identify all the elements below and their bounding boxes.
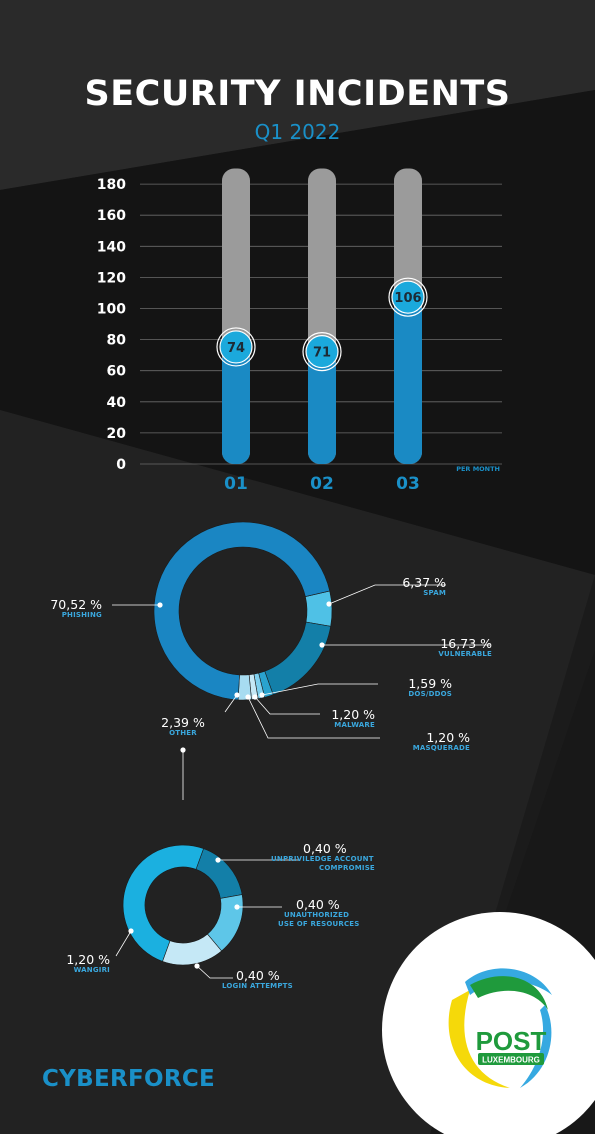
label-spam-value: 6,37 %: [402, 575, 446, 590]
label-unauth-name-2: USE OF RESOURCES: [278, 920, 360, 928]
logo-backdrop-circle: [382, 912, 595, 1134]
y-tick-label: 60: [107, 364, 127, 380]
label-malware: 1,20 % MALWARE: [300, 708, 375, 730]
y-tick-label: 80: [107, 333, 127, 349]
page-title: SECURITY INCIDENTS: [84, 74, 511, 114]
logo-green-arc: [470, 976, 548, 1010]
label-dos: 1,59 % DOS/DDOS: [380, 677, 452, 699]
bar: [308, 353, 336, 464]
label-spam-name: SPAM: [423, 589, 446, 597]
masquerade-dot: [245, 694, 251, 700]
other-connector-dot: [180, 747, 186, 753]
bar: [222, 348, 250, 464]
label-other: 2,39 % OTHER: [148, 716, 218, 738]
phishing-dot: [157, 602, 163, 608]
label-vulnerable-value: 16,73 %: [440, 636, 492, 651]
value-circle: [219, 330, 253, 364]
value-ring: [388, 277, 428, 317]
donut-chart-other: [115, 844, 300, 979]
label-login-value: 0,40 %: [236, 968, 280, 983]
vulnerable-dot: [319, 642, 325, 648]
brand-cyberforce: CYBERFORCE: [42, 1066, 216, 1092]
malware-leader: [254, 696, 320, 715]
malware-dot: [252, 694, 258, 700]
bar-value-label: 74: [227, 341, 245, 356]
wangiri-leader: [115, 930, 132, 957]
unauth-dot: [234, 904, 240, 910]
label-malware-name: MALWARE: [334, 721, 375, 729]
label-login-name: LOGIN ATTEMPTS: [222, 982, 293, 990]
label-dos-name: DOS/DDOS: [408, 690, 452, 698]
y-tick-label: 20: [107, 426, 127, 442]
label-spam: 6,37 % SPAM: [366, 576, 446, 598]
other-dot: [234, 692, 240, 698]
label-login: 0,40 % LOGIN ATTEMPTS: [222, 969, 322, 991]
wangiri-dot: [128, 928, 134, 934]
label-unpriv-name-1: UNPRIVILEDGE ACCOUNT: [271, 855, 374, 863]
label-vulnerable: 16,73 % VULNERABLE: [400, 637, 492, 659]
label-unpriv-value: 0,40 %: [303, 841, 347, 856]
label-masquerade-value: 1,20 %: [426, 730, 470, 745]
y-tick-label: 140: [97, 239, 126, 255]
value-ring: [216, 327, 256, 367]
label-vulnerable-name: VULNERABLE: [438, 650, 492, 658]
label-masquerade: 1,20 % MASQUERADE: [380, 731, 470, 753]
logo-yellow-arc: [448, 990, 510, 1088]
label-other-name: OTHER: [169, 729, 197, 737]
label-unpriv: 0,40 % UNPRIVILEDGE ACCOUNT COMPROMISE: [271, 842, 391, 873]
y-tick-label: 100: [97, 302, 126, 318]
label-other-value: 2,39 %: [161, 715, 205, 730]
bar-chart: 0 20 40 60 80 100 120 140 160 180 74 01 71 02 106 03 PER…: [97, 168, 502, 494]
label-masquerade-name: MASQUERADE: [412, 744, 470, 752]
page-subtitle: Q1 2022: [254, 120, 341, 144]
x-tick-label: 02: [310, 474, 334, 494]
donut-slice-phishing: [153, 521, 331, 701]
y-tick-label: 120: [97, 270, 126, 286]
spam-leader: [328, 584, 446, 605]
masquerade-leader: [247, 696, 380, 739]
donut-slice-wangiri: [122, 844, 204, 962]
login-leader: [196, 965, 233, 979]
y-tick-label: 40: [107, 395, 127, 411]
y-tick-label: 160: [97, 208, 126, 224]
y-tick-label: 180: [97, 177, 126, 193]
donut-chart-main: [112, 521, 490, 800]
logo-word: POST: [476, 1026, 547, 1056]
dos-dot: [259, 692, 265, 698]
label-malware-value: 1,20 %: [331, 707, 375, 722]
dos-leader: [261, 683, 378, 696]
bar-value-label: 106: [394, 291, 421, 306]
value-circle: [305, 334, 339, 369]
label-wangiri: 1,20 % WANGIRI: [60, 953, 110, 975]
label-wangiri-value: 1,20 %: [66, 952, 110, 967]
unit-label: PER MONTH: [456, 465, 500, 473]
label-unauth: 0,40 % UNAUTHORIZED USE OF RESOURCES: [278, 898, 378, 929]
y-tick-label: 0: [116, 457, 126, 473]
logo-sub: LUXEMBOURG: [482, 1056, 540, 1065]
post-luxembourg-logo: POST LUXEMBOURG: [448, 968, 552, 1088]
bar-value-label: 71: [313, 346, 331, 361]
logo-blue-arc-right: [520, 1005, 552, 1088]
value-ring: [302, 331, 342, 372]
unpriv-dot: [215, 857, 221, 863]
login-dot: [194, 963, 200, 969]
other-leader: [224, 694, 238, 713]
spam-dot: [326, 601, 332, 607]
label-phishing: 70,52 % PHISHING: [20, 598, 102, 620]
label-unauth-value: 0,40 %: [296, 897, 340, 912]
label-dos-value: 1,59 %: [408, 676, 452, 691]
bar: [394, 299, 422, 464]
logo-blue-arc: [465, 968, 552, 995]
value-circle: [391, 280, 425, 314]
label-wangiri-name: WANGIRI: [73, 966, 110, 974]
label-phishing-name: PHISHING: [61, 611, 102, 619]
logo-sub-bg: [478, 1053, 544, 1065]
x-tick-label: 01: [224, 474, 248, 494]
label-unpriv-name-2: COMPROMISE: [319, 864, 375, 872]
x-tick-label: 03: [396, 474, 420, 494]
label-unauth-name-1: UNAUTHORIZED: [284, 911, 350, 919]
label-phishing-value: 70,52 %: [50, 597, 102, 612]
